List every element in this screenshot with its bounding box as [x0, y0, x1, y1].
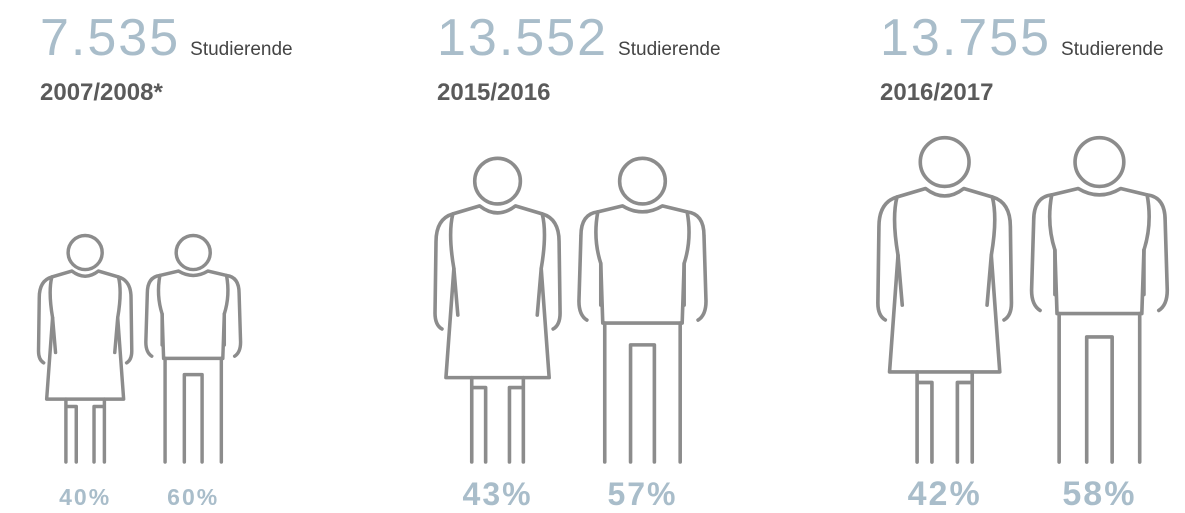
unit-label: Studierende: [190, 39, 292, 60]
share-label: 43%: [463, 476, 533, 512]
figure-part: [452, 266, 544, 317]
share-label: 40%: [59, 484, 111, 510]
figure-part: [1145, 193, 1170, 313]
figure-part: [577, 210, 600, 322]
figure-part: [182, 372, 204, 464]
figure-part: [1084, 335, 1114, 464]
figure-part: [50, 315, 120, 355]
share-label: 42%: [908, 475, 982, 513]
figure-part: [160, 312, 227, 347]
figure-part: [955, 370, 975, 464]
head: [617, 156, 668, 206]
figure-part: [1047, 186, 1151, 316]
figure-part: [876, 195, 899, 322]
female-figure: [433, 156, 562, 464]
male-figure: [144, 233, 243, 464]
share-label: 58%: [1062, 475, 1136, 513]
share-label: 57%: [607, 476, 677, 512]
female-figure: [36, 233, 134, 464]
figure-part: [602, 321, 682, 464]
figure-part: [469, 375, 488, 464]
figure-part: [144, 273, 162, 358]
male-figure: [1029, 135, 1170, 464]
group: 7.535 Studierende 2007/2008* 40% 60%: [36, 9, 293, 510]
head: [174, 233, 212, 272]
figure-part: [444, 204, 551, 380]
head: [472, 156, 523, 206]
figure-part: [156, 269, 230, 361]
head: [1073, 135, 1126, 189]
figure-part: [594, 204, 691, 325]
figure-part: [224, 273, 243, 358]
unit-label: Studierende: [1061, 39, 1163, 60]
figure-part: [163, 356, 224, 464]
period-label: 2015/2016: [437, 79, 550, 106]
figure-part: [1029, 193, 1054, 313]
figure-part: [915, 370, 934, 464]
figure-part: [887, 186, 1002, 374]
period-label: 2007/2008*: [40, 79, 163, 106]
figure-part: [36, 275, 54, 365]
group: 13.552 Studierende 2015/2016 43% 57%: [433, 9, 721, 512]
figure-part: [116, 275, 134, 365]
total-label: 13.552: [437, 9, 608, 67]
figure-part: [64, 397, 78, 464]
total-label: 7.535: [40, 9, 180, 67]
total-label: 13.755: [880, 9, 1051, 67]
figure-part: [44, 269, 126, 401]
figure-part: [598, 261, 686, 307]
figure-part: [685, 210, 708, 322]
group: 13.755 Studierende 2016/2017 42% 58%: [876, 9, 1170, 513]
head: [918, 135, 971, 189]
share-label: 60%: [167, 484, 219, 510]
period-label: 2016/2017: [880, 79, 993, 106]
figure-part: [1057, 311, 1142, 464]
figure-part: [507, 375, 526, 464]
unit-label: Studierende: [618, 39, 720, 60]
figure-part: [990, 195, 1014, 322]
figure-part: [896, 253, 994, 307]
figure-part: [1053, 248, 1146, 297]
figure-part: [92, 397, 107, 464]
male-figure: [577, 156, 708, 464]
figure-part: [540, 212, 562, 331]
head: [66, 233, 104, 272]
figure-part: [433, 212, 455, 331]
female-figure: [876, 135, 1014, 464]
figure-part: [628, 343, 657, 464]
